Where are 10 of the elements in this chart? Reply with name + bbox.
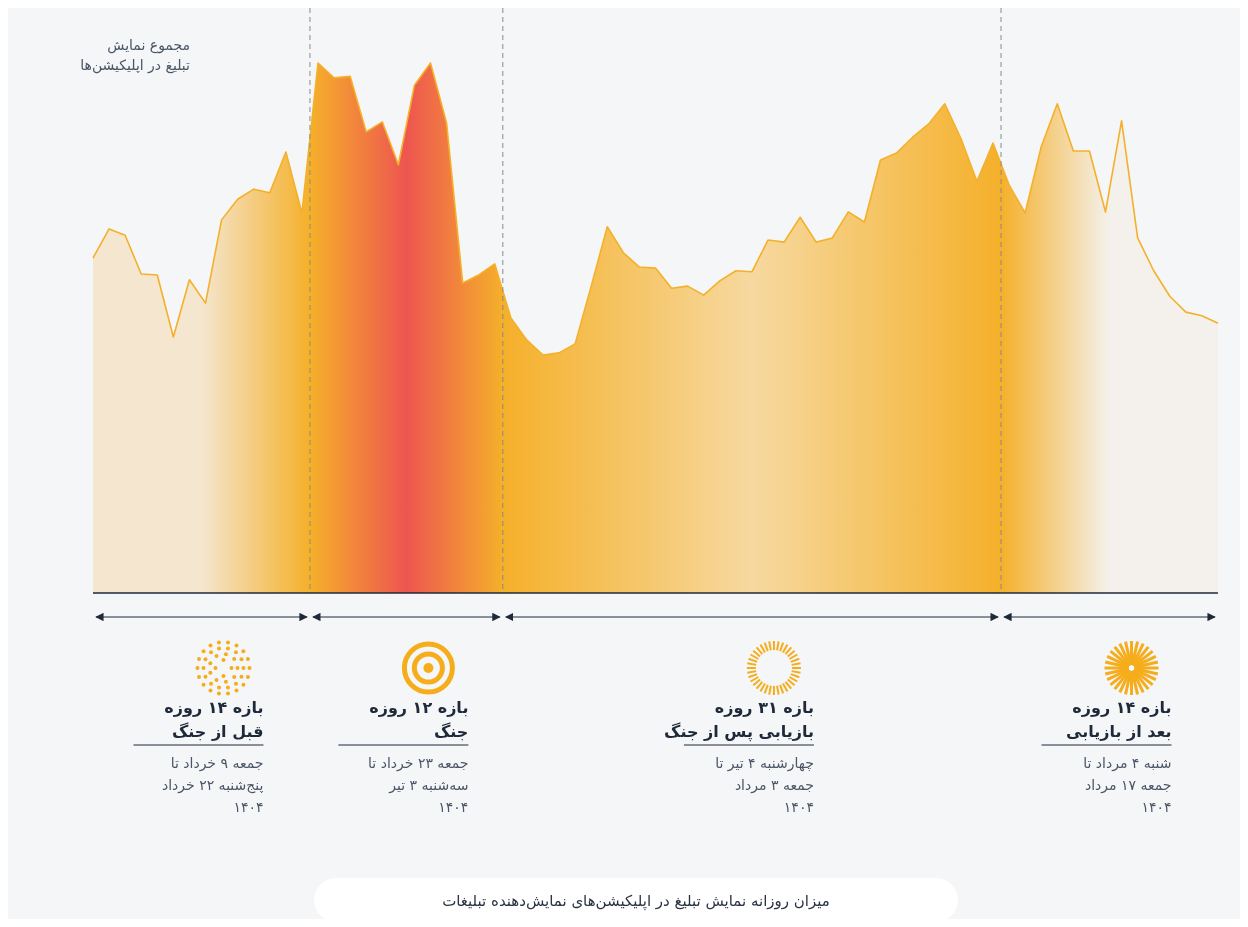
text: جمعه ۲۳ خرداد تا سه‌شنبه ۳ تیر ۱۴۰۴ bbox=[368, 755, 469, 815]
text: بازه ۱۲ روزه جنگ bbox=[369, 698, 469, 741]
text: بازه ۱۴ روزه قبل از جنگ bbox=[164, 698, 264, 741]
text: بازه ۱۴ روزه بعد از بازیابی bbox=[1065, 698, 1172, 741]
y-axis-title: مجموع نمایش تبلیغ در اپلیکیشن‌ها bbox=[80, 37, 191, 74]
text: چهارشنبه ۴ تیر تا جمعه ۳ مرداد ۱۴۰۴ bbox=[715, 755, 814, 815]
text: میزان روزانه نمایش تبلیغ در اپلیکیشن‌های نمایش‌دهنده تبلیغات bbox=[442, 892, 830, 911]
text: جمعه ۹ خرداد تا پنج‌شنبه ۲۲ خرداد ۱۴۰۴ bbox=[161, 755, 264, 815]
text: شنبه ۴ مرداد تا جمعه ۱۷ مرداد ۱۴۰۴ bbox=[1083, 755, 1172, 815]
text: بازه ۳۱ روزه بازیابی پس از جنگ bbox=[664, 698, 814, 742]
